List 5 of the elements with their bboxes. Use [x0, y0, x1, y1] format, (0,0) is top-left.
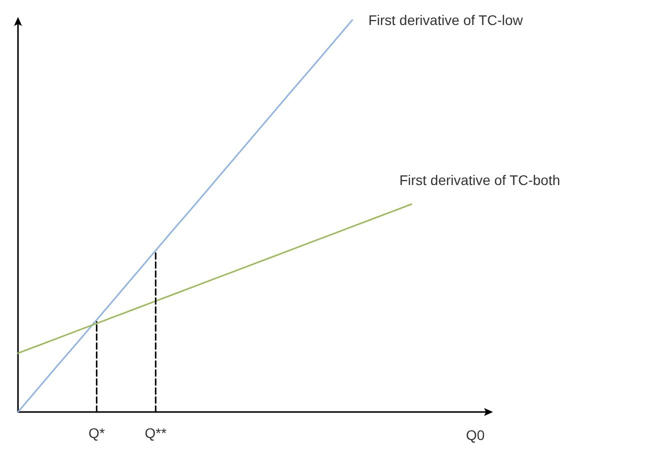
x-tick-label: Q*: [88, 425, 106, 441]
x-axis-title: Q0: [466, 427, 485, 443]
x-tick-label: Q**: [144, 425, 168, 441]
series-label: First derivative of TC-both: [399, 172, 560, 188]
series-label: First derivative of TC-low: [368, 12, 524, 28]
